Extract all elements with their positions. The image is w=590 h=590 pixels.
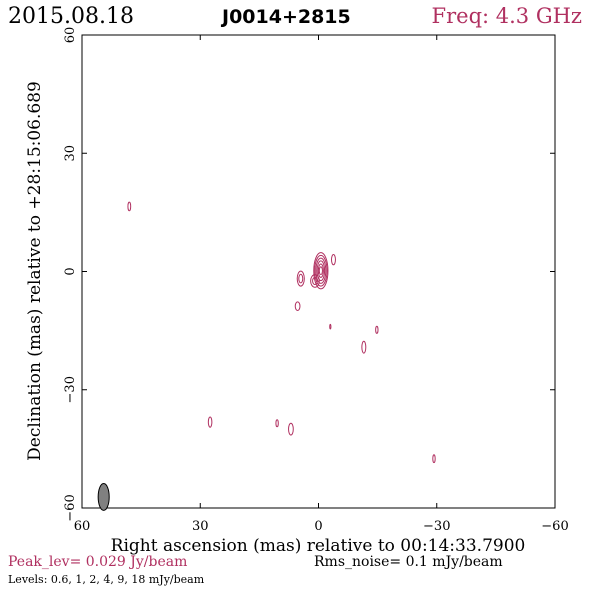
contour-core-ring-4	[317, 263, 324, 278]
y-tick-label-2: 0	[63, 267, 78, 275]
contour-spot-4-ring-0	[207, 416, 213, 428]
y-tick-label-4: −60	[63, 494, 78, 521]
peak-level: Peak_lev= 0.029 Jy/beam	[8, 554, 187, 570]
contour-core-ring-3	[316, 260, 326, 282]
axis-ticks	[81, 34, 556, 509]
y-tick-label-0: 60	[63, 27, 78, 44]
x-tick-label-3: −30	[423, 519, 450, 534]
contour-blob-e-ring-0	[331, 254, 336, 266]
contour-spot-5-ring-0	[275, 419, 279, 428]
x-tick-label-1: 30	[192, 519, 209, 534]
x-tick-label-0: 60	[74, 519, 91, 534]
x-tick-label-4: −60	[541, 519, 568, 534]
contour-spot-1-ring-0	[329, 323, 332, 330]
plot-area	[81, 34, 556, 511]
y-tick-label-1: 30	[63, 145, 78, 162]
frequency-label: Freq: 4.3 GHz	[432, 4, 582, 28]
contour-blob-w-ring-1	[298, 273, 304, 284]
contour-spot-3-ring-0	[361, 340, 367, 354]
contour-core-ring-5	[318, 266, 323, 276]
contour-layer	[127, 201, 436, 464]
y-axis-label: Declination (mas) relative to +28:15:06.…	[25, 81, 45, 461]
contour-levels: Levels: 0.6, 1, 2, 4, 9, 18 mJy/beam	[8, 573, 205, 586]
contour-spot-7-ring-0	[432, 454, 436, 464]
contour-blob-w-ring-0	[296, 270, 305, 287]
x-tick-labels: 60 30 0 −30 −60	[74, 519, 569, 534]
beam-ellipse	[97, 483, 110, 511]
x-axis-label: Right ascension (mas) relative to 00:14:…	[111, 536, 526, 556]
contour-core-ring-2	[315, 257, 327, 284]
contour-core-sw-ring-0	[310, 274, 320, 288]
contour-spot-2-ring-0	[375, 325, 379, 334]
contour-core-ring-0	[313, 252, 329, 290]
contour-core-ring-1	[314, 254, 328, 287]
contour-core-sw-ring-1	[312, 276, 318, 286]
source-name: J0014+2815	[220, 6, 351, 28]
observation-date: 2015.08.18	[8, 4, 134, 29]
contour-blob-sw-ring-0	[294, 301, 301, 312]
y-tick-labels: 60 30 0 −30 −60	[63, 27, 78, 522]
x-tick-label-2: 0	[314, 519, 322, 534]
rms-noise: Rms_noise= 0.1 mJy/beam	[314, 554, 503, 570]
contour-spot-nw-ring-0	[127, 201, 132, 212]
y-tick-label-3: −30	[63, 376, 78, 403]
beam-layer	[97, 483, 110, 511]
contour-spot-6-ring-0	[288, 422, 294, 436]
